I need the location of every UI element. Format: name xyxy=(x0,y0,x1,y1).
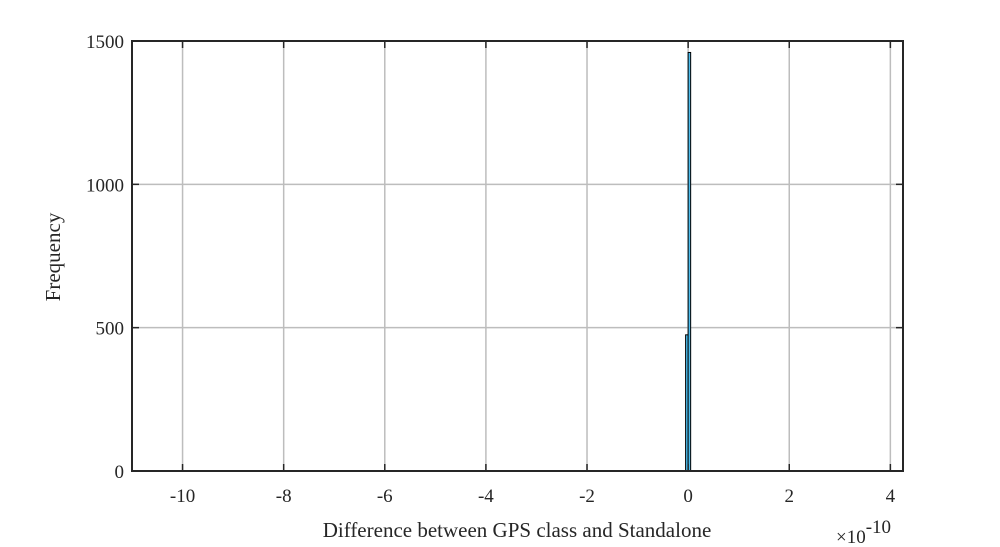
x-tick-label-7: 4 xyxy=(886,486,896,507)
x-axis-label: Difference between GPS class and Standal… xyxy=(323,518,712,542)
x-exponent-label: ×10-10 xyxy=(836,517,891,547)
grid-lines xyxy=(132,41,903,471)
x-tick-label-1: -8 xyxy=(276,486,292,507)
tick-marks xyxy=(132,40,903,472)
y-tick-label-2: 1000 xyxy=(86,175,124,196)
x-tick-label-6: 2 xyxy=(784,486,794,507)
x-tick-label-0: -10 xyxy=(170,486,195,507)
x-tick-labels: -10 -8 -6 -4 -2 0 2 4 xyxy=(170,486,896,507)
x-tick-label-2: -6 xyxy=(377,486,393,507)
y-tick-label-0: 0 xyxy=(115,462,125,483)
x-tick-label-5: 0 xyxy=(683,486,693,507)
y-tick-labels: 0 500 1000 1500 xyxy=(86,32,124,483)
axes-frame xyxy=(131,40,904,472)
x-exponent-power: -10 xyxy=(866,517,891,538)
y-tick-label-3: 1500 xyxy=(86,32,124,53)
x-tick-label-4: -2 xyxy=(579,486,595,507)
x-tick-label-3: -4 xyxy=(478,486,494,507)
y-axis-label: Frequency xyxy=(41,212,65,301)
histogram-bars xyxy=(685,51,692,472)
histogram-bar-1 xyxy=(687,51,692,472)
x-exponent-base: ×10 xyxy=(836,527,866,547)
y-tick-label-1: 500 xyxy=(96,319,125,340)
